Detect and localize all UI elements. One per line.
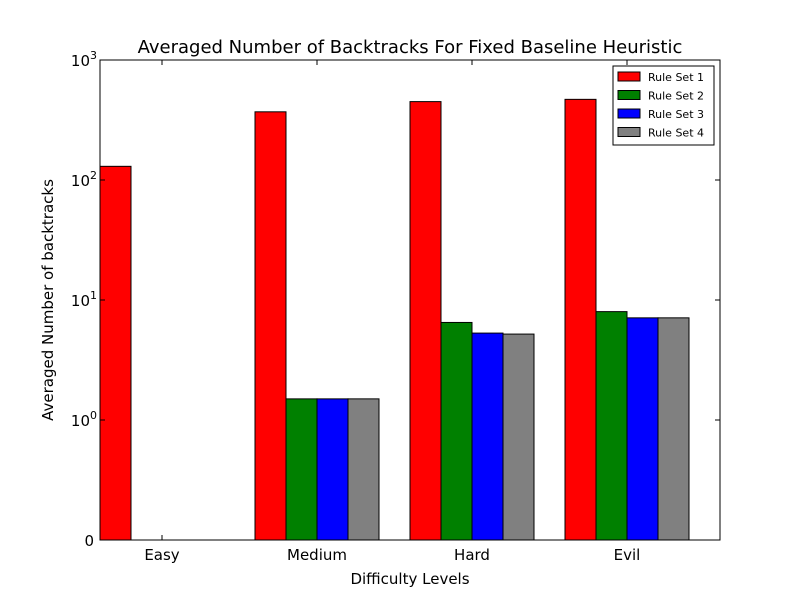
- bar-easy-rule-set-1: [99, 165, 132, 541]
- bar-medium-rule-set-3: [316, 398, 349, 541]
- legend-swatch-4: [617, 127, 641, 137]
- legend-swatch-2: [617, 90, 641, 100]
- x-tick-label-medium: Medium: [287, 546, 347, 564]
- bar-hard-rule-set-2: [440, 321, 473, 541]
- x-tick-label-easy: Easy: [144, 546, 179, 564]
- bar-medium-rule-set-2: [285, 398, 318, 541]
- y-axis-label: Averaged Number of backtracks: [39, 179, 57, 421]
- bar-medium-rule-set-4: [347, 398, 380, 541]
- y-tick-label: 103: [71, 49, 97, 70]
- x-tick-label-hard: Hard: [454, 546, 490, 564]
- y-tick-label: 0: [84, 532, 94, 550]
- legend-swatch-3: [617, 108, 641, 119]
- bar-hard-rule-set-4: [502, 333, 535, 541]
- bar-hard-rule-set-1: [409, 101, 442, 541]
- x-axis-label: Difficulty Levels: [350, 570, 469, 588]
- bar-evil-rule-set-2: [595, 311, 628, 541]
- bars-group: [99, 98, 690, 541]
- y-tick-label: 101: [71, 289, 97, 310]
- bar-evil-rule-set-4: [657, 317, 690, 541]
- chart-title: Averaged Number of Backtracks For Fixed …: [138, 37, 683, 58]
- legend: Rule Set 1 Rule Set 2 Rule Set 3 Rule Set 4: [612, 65, 715, 146]
- legend-label-3: Rule Set 3: [648, 108, 704, 121]
- y-tick-label: 102: [71, 169, 97, 190]
- x-tick-label-evil: Evil: [614, 546, 641, 564]
- legend-label-4: Rule Set 4: [648, 127, 704, 140]
- ticks-group: Easy Medium Hard Evil 0 100 101 102 103: [71, 49, 720, 564]
- legend-label-1: Rule Set 1: [648, 71, 704, 84]
- legend-label-2: Rule Set 2: [648, 90, 704, 103]
- bar-medium-rule-set-1: [254, 111, 287, 541]
- bar-evil-rule-set-3: [626, 317, 659, 541]
- y-tick-label: 100: [71, 409, 97, 430]
- bar-evil-rule-set-1: [564, 98, 597, 541]
- bar-hard-rule-set-3: [471, 332, 504, 541]
- legend-swatch-1: [617, 71, 641, 82]
